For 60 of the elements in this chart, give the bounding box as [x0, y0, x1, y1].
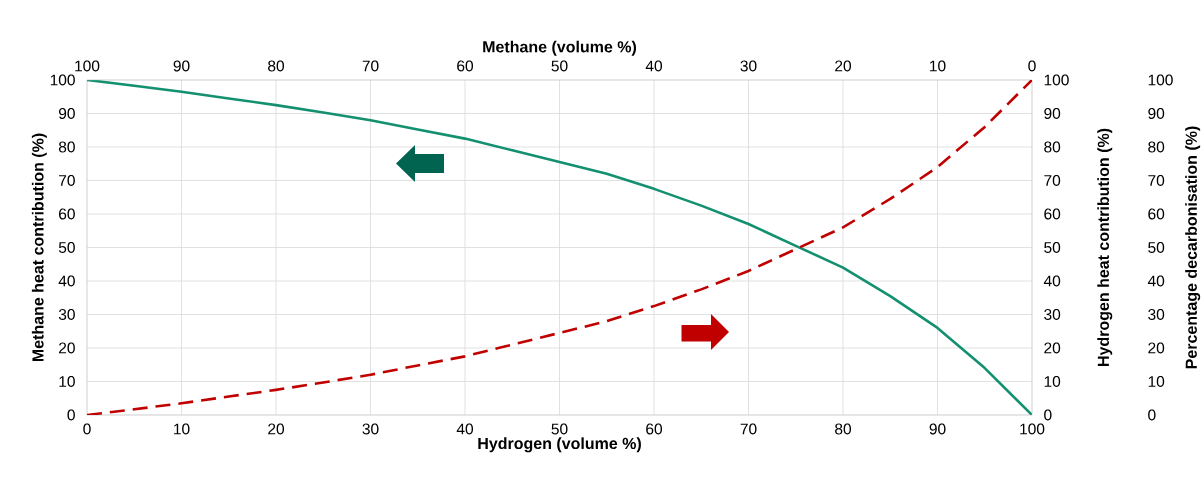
x2-tick-label: 10: [930, 60, 946, 72]
y2-tick-label: 10: [1044, 375, 1061, 387]
y-tick-label: 50: [58, 241, 75, 253]
y2-tick-label: 30: [1044, 308, 1061, 320]
y2-tick-label: 40: [1043, 275, 1061, 287]
y2-tick-label: 0: [1044, 409, 1052, 421]
y3-tick-label: 30: [1148, 308, 1165, 320]
x2-tick-label: 50: [551, 60, 568, 72]
y3-tick-label: 70: [1148, 174, 1165, 186]
y2-tick-label: 90: [1044, 107, 1061, 119]
y2-axis-title: Hydrogen heat contribution (%): [1097, 128, 1113, 366]
x2-tick-label: 30: [740, 60, 757, 72]
y-tick-label: 20: [59, 342, 75, 354]
x-tick-label: 60: [646, 423, 663, 435]
y-axis-title: Methane heat contribution (%): [31, 133, 47, 362]
y2-tick-label: 50: [1044, 241, 1061, 253]
x2-tick-label: 0: [1028, 60, 1036, 72]
y-tick-label: 10: [59, 375, 75, 387]
y-tick-label: 80: [58, 141, 75, 153]
x-tick-label: 10: [174, 423, 190, 435]
y-tick-label: 40: [58, 275, 75, 287]
y2-tick-label: 100: [1044, 74, 1069, 86]
y-tick-label: 60: [59, 208, 75, 220]
x-axis-title: Hydrogen (volume %): [478, 437, 641, 453]
x2-tick-label: 40: [645, 60, 663, 72]
y3-tick-label: 40: [1147, 275, 1165, 287]
x-tick-label: 30: [362, 423, 379, 435]
y3-tick-label: 10: [1148, 375, 1165, 387]
x2-tick-label: 20: [835, 60, 852, 72]
y3-axis-title: Percentage decarbonisation (%): [1185, 126, 1201, 369]
x2-tick-label: 70: [362, 60, 379, 72]
y3-tick-label: 50: [1148, 241, 1165, 253]
x-tick-label: 50: [551, 423, 568, 435]
y-tick-label: 70: [59, 174, 75, 186]
x2-tick-label: 80: [268, 60, 285, 72]
x2-tick-label: 100: [75, 60, 100, 72]
y2-tick-label: 70: [1044, 174, 1061, 186]
x-tick-label: 0: [83, 423, 91, 435]
x-tick-label: 80: [835, 423, 852, 435]
y3-tick-label: 60: [1148, 208, 1165, 220]
y-tick-label: 100: [50, 74, 75, 86]
y-tick-label: 0: [67, 409, 75, 421]
y3-tick-label: 100: [1148, 74, 1173, 86]
x-tick-label: 70: [740, 423, 757, 435]
y2-tick-label: 60: [1044, 208, 1061, 220]
x-tick-label: 40: [456, 423, 474, 435]
x2-tick-label: 90: [173, 60, 190, 72]
y-tick-label: 90: [58, 107, 75, 119]
x-tick-label: 100: [1020, 423, 1045, 435]
y3-tick-label: 20: [1148, 342, 1165, 354]
x2-axis-title: Methane (volume %): [483, 40, 637, 56]
y-tick-label: 30: [58, 308, 75, 320]
x-tick-label: 20: [268, 423, 285, 435]
y3-tick-label: 90: [1148, 107, 1165, 119]
y3-tick-label: 80: [1148, 141, 1165, 153]
x2-tick-label: 60: [457, 60, 474, 72]
y3-tick-label: 0: [1148, 409, 1156, 421]
x-tick-label: 90: [929, 423, 946, 435]
y2-tick-label: 20: [1044, 342, 1061, 354]
y2-tick-label: 80: [1044, 141, 1061, 153]
